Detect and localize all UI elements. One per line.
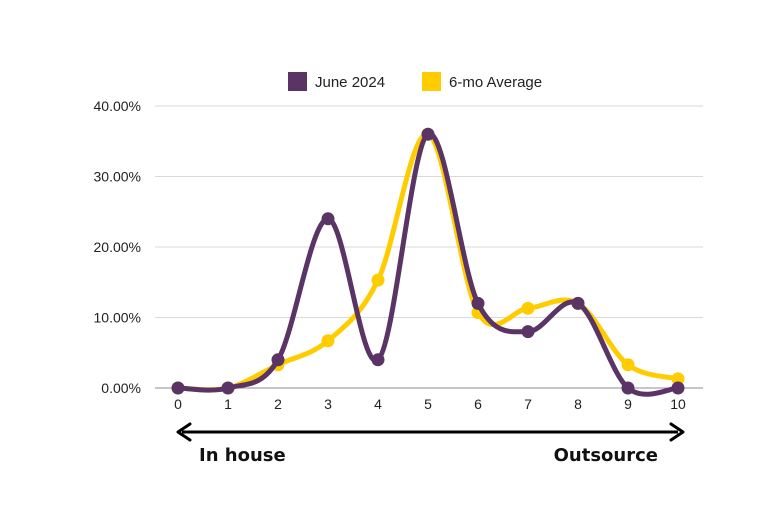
data-point-june-2024 <box>471 296 485 310</box>
arrow-right-head <box>669 422 685 442</box>
gridlines <box>155 105 703 389</box>
x-tick-label: 8 <box>574 396 582 412</box>
legend-label-6-mo-average: 6-mo Average <box>449 74 542 91</box>
y-tick-label: 30.00% <box>94 169 141 185</box>
x-tick-label: 6 <box>474 396 482 412</box>
x-tick-label: 4 <box>374 396 382 412</box>
x-tick-label: 3 <box>324 396 332 412</box>
y-axis-ticks: 0.00% 10.00% 20.00% 30.00% 40.00% <box>94 98 141 396</box>
data-point-june-2024 <box>421 127 435 141</box>
data-point-june-2024 <box>571 296 585 310</box>
x-axis-ticks: 0 1 2 3 4 5 6 7 8 9 10 <box>174 396 686 412</box>
data-point-6-mo-average <box>521 301 535 315</box>
data-point-june-2024 <box>621 381 635 395</box>
data-point-june-2024 <box>321 212 335 226</box>
legend: June 2024 6-mo Average <box>288 72 542 91</box>
data-point-june-2024 <box>671 381 685 395</box>
x-tick-label: 0 <box>174 396 182 412</box>
legend-swatch-june-2024 <box>288 72 307 91</box>
y-tick-label: 40.00% <box>94 98 141 114</box>
x-tick-label: 10 <box>670 396 686 412</box>
legend-label-june-2024: June 2024 <box>315 74 385 91</box>
data-point-june-2024 <box>271 353 285 367</box>
x-tick-label: 1 <box>224 396 232 412</box>
arrow-left-head <box>176 422 192 442</box>
x-tick-label: 7 <box>524 396 532 412</box>
data-point-6-mo-average <box>671 372 685 386</box>
series-line-6-mo-average <box>175 131 681 393</box>
data-point-june-2024 <box>371 353 385 367</box>
x-tick-label: 9 <box>624 396 632 412</box>
data-point-june-2024 <box>171 381 185 395</box>
y-tick-label: 0.00% <box>101 380 141 396</box>
series-line-june-2024 <box>175 131 681 397</box>
x-tick-label: 5 <box>424 396 432 412</box>
x-tick-label: 2 <box>274 396 282 412</box>
direction-arrow <box>176 422 685 442</box>
data-point-june-2024 <box>521 325 535 339</box>
data-point-6-mo-average <box>321 334 335 348</box>
y-tick-label: 10.00% <box>94 310 141 326</box>
data-point-6-mo-average <box>371 273 385 287</box>
data-point-6-mo-average <box>621 358 635 372</box>
y-tick-label: 20.00% <box>94 239 141 255</box>
legend-swatch-6-mo-average <box>422 72 441 91</box>
in-house-label: In house <box>199 445 286 466</box>
outsource-label: Outsource <box>554 445 658 466</box>
data-point-june-2024 <box>221 381 235 395</box>
series-group <box>171 127 685 397</box>
